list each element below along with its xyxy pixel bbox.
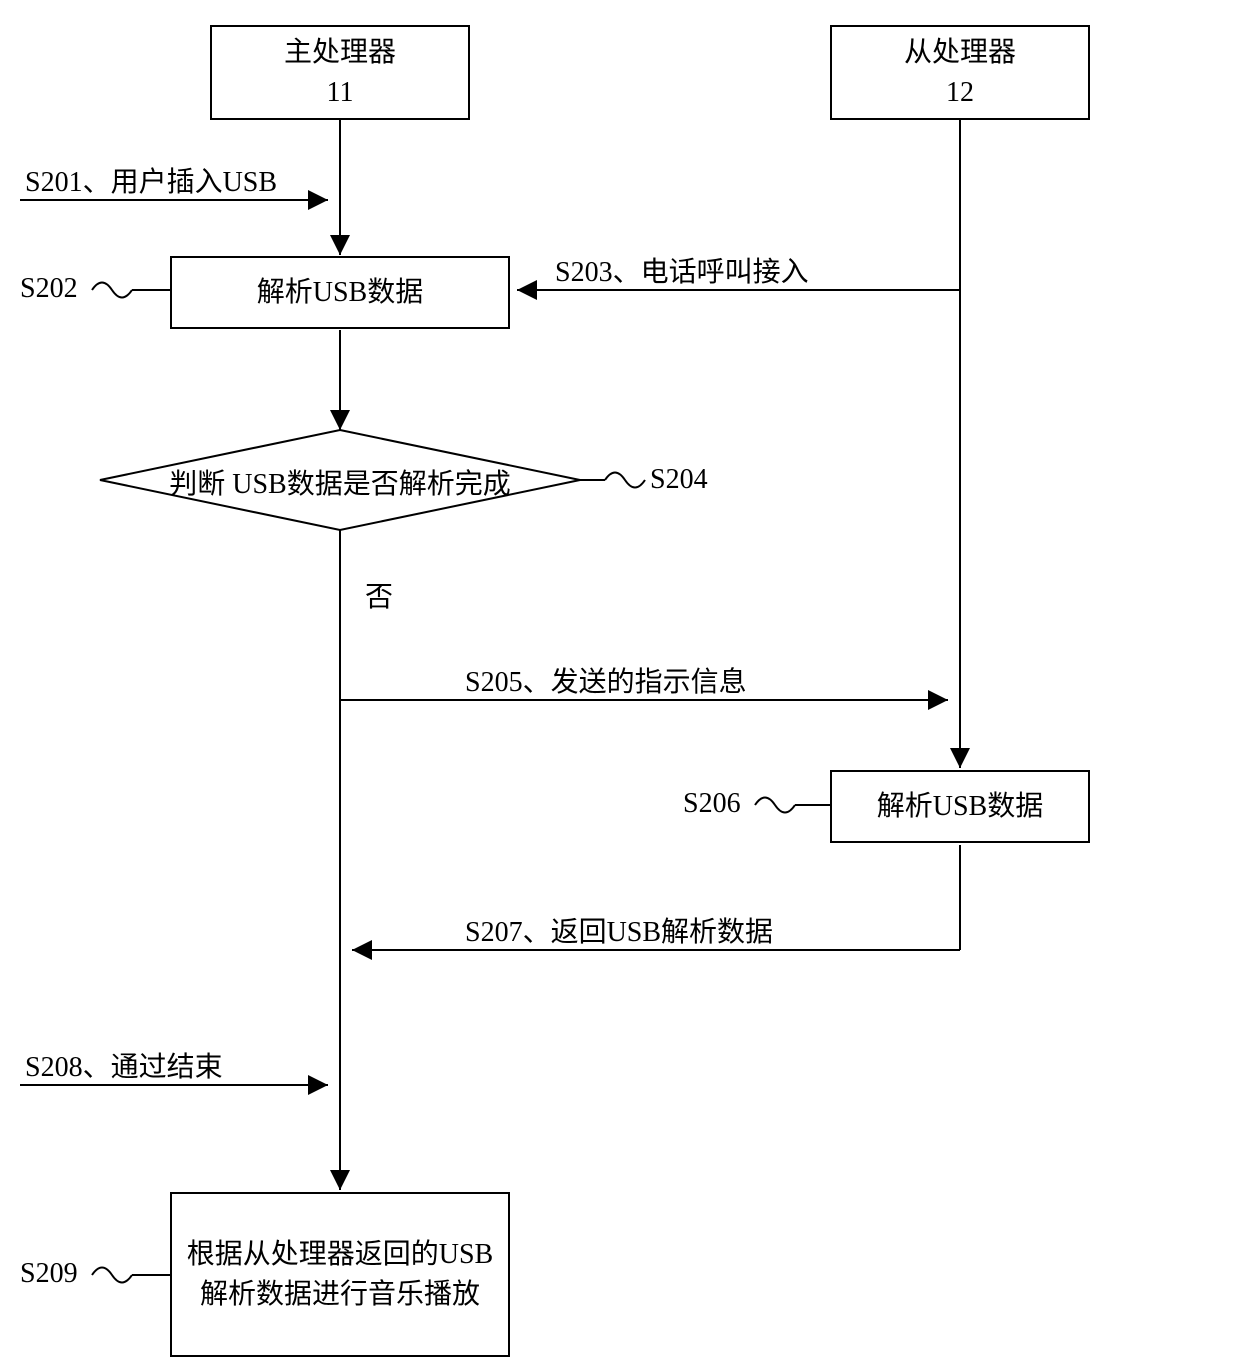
slave-title: 从处理器 <box>904 33 1016 72</box>
s206-marker: S206 <box>683 788 741 820</box>
s203-label: S203、电话呼叫接入 <box>555 250 809 290</box>
s205-label: S205、发送的指示信息 <box>465 660 747 700</box>
s202-text: 解析USB数据 <box>257 273 423 312</box>
s206-text: 解析USB数据 <box>877 787 1043 826</box>
s206-box: 解析USB数据 <box>830 770 1090 843</box>
master-processor-header: 主处理器 11 <box>210 25 470 120</box>
s209-marker: S209 <box>20 1258 78 1290</box>
master-title: 主处理器 <box>284 33 396 72</box>
s208-label: S208、通过结束 <box>25 1045 223 1085</box>
flowchart-container: 主处理器 11 从处理器 12 S201、用户插入USB 解析USB数据 S20… <box>0 0 1240 1367</box>
s202-box: 解析USB数据 <box>170 256 510 329</box>
s204-marker: S204 <box>650 464 708 496</box>
s204-text: 判断 USB数据是否解析完成 <box>145 462 535 502</box>
master-number: 11 <box>327 73 354 112</box>
s207-label: S207、返回USB解析数据 <box>465 910 773 950</box>
no-label: 否 <box>365 575 393 615</box>
s209-text: 根据从处理器返回的USB解析数据进行音乐播放 <box>180 1235 500 1313</box>
s209-box: 根据从处理器返回的USB解析数据进行音乐播放 <box>170 1192 510 1357</box>
slave-processor-header: 从处理器 12 <box>830 25 1090 120</box>
s201-label: S201、用户插入USB <box>25 160 277 200</box>
slave-number: 12 <box>946 73 974 112</box>
s202-marker: S202 <box>20 273 78 305</box>
